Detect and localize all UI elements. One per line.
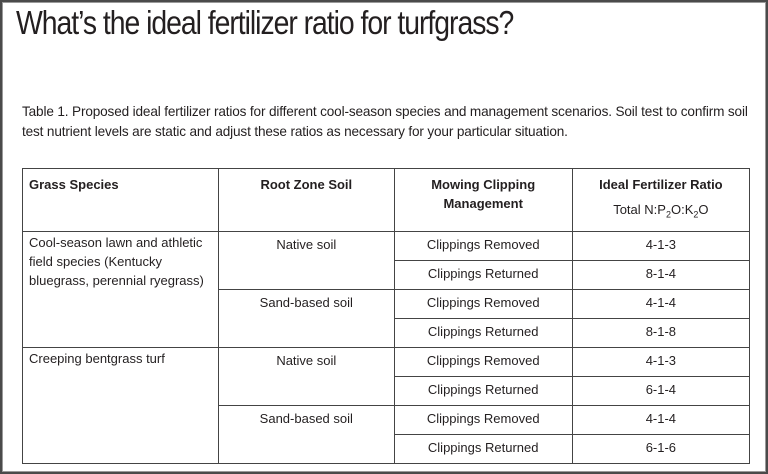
species-cell: Creeping bentgrass turf [22, 347, 219, 464]
table-row: Cool-season lawn and athletic field spec… [22, 231, 751, 348]
header-ideal-ratio: Ideal Fertilizer Ratio Total N:P2O:K2O [571, 168, 751, 232]
ratio-cell: 4-1-3 [571, 347, 751, 377]
table-row: Clippings Returned 6-1-4 [23, 376, 751, 406]
page-title: What’s the ideal fertilizer ratio for tu… [16, 4, 514, 41]
ratio-cell: 8-1-8 [571, 318, 751, 348]
table-header-row: Grass Species Root Zone Soil Mowing Clip… [22, 168, 751, 232]
fertilizer-ratio-table: Grass Species Root Zone Soil Mowing Clip… [22, 168, 751, 464]
header-ideal-ratio-label: Ideal Fertilizer Ratio [599, 177, 723, 192]
ratio-cell: 4-1-4 [571, 405, 751, 435]
ratio-cell: 4-1-3 [571, 231, 751, 261]
header-ratio-formula: Total N:P2O:K2O [613, 202, 709, 220]
soil-cell: Sand-based soil [217, 289, 395, 348]
header-root-zone-soil: Root Zone Soil [217, 168, 395, 232]
table-row: Clippings Returned 8-1-8 [23, 318, 751, 348]
ratio-cell: 6-1-6 [571, 434, 751, 464]
mowing-cell: Clippings Returned [393, 318, 573, 348]
ratio-cell: 4-1-4 [571, 289, 751, 319]
table-row: Clippings Returned 8-1-4 [23, 260, 751, 290]
mowing-cell: Clippings Returned [393, 260, 573, 290]
header-mowing-clipping: Mowing Clipping Management [393, 168, 573, 232]
mowing-cell: Clippings Removed [393, 347, 573, 377]
soil-cell: Native soil [217, 231, 395, 290]
soil-cell: Native soil [217, 347, 395, 406]
table-row: Creeping bentgrass turf Native soil Clip… [22, 347, 751, 464]
ratio-cell: 6-1-4 [571, 376, 751, 406]
mowing-cell: Clippings Removed [393, 405, 573, 435]
mowing-cell: Clippings Returned [393, 376, 573, 406]
mowing-cell: Clippings Returned [393, 434, 573, 464]
table-row: Sand-based soil Clippings Removed 4-1-4 [23, 405, 751, 464]
ratio-cell: 8-1-4 [571, 260, 751, 290]
mowing-cell: Clippings Removed [393, 289, 573, 319]
header-grass-species: Grass Species [22, 168, 219, 232]
soil-cell: Sand-based soil [217, 405, 395, 464]
species-cell: Cool-season lawn and athletic field spec… [22, 231, 219, 348]
mowing-cell: Clippings Removed [393, 231, 573, 261]
table-caption: Table 1. Proposed ideal fertilizer ratio… [22, 104, 748, 139]
table-row: Clippings Returned 6-1-6 [23, 434, 751, 464]
